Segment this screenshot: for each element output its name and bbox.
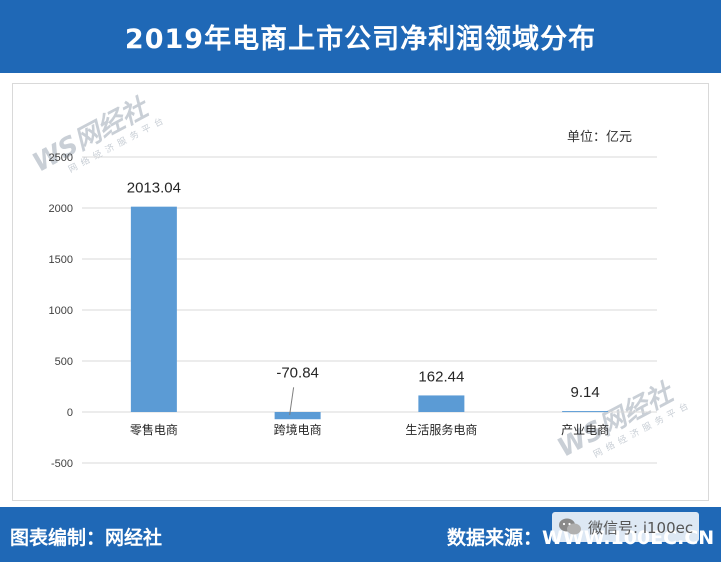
y-tick-label: 2000 bbox=[49, 203, 73, 215]
bar bbox=[274, 412, 321, 420]
title-banner: 2019年电商上市公司净利润领域分布 bbox=[0, 0, 721, 73]
x-tick-label: 零售电商 bbox=[130, 422, 178, 437]
wechat-icon bbox=[558, 517, 582, 537]
footer-compiler: 图表编制：网经社 bbox=[10, 527, 163, 549]
x-tick-label: 跨境电商 bbox=[274, 422, 322, 437]
bar bbox=[130, 206, 177, 412]
unit-label: 单位：亿元 bbox=[567, 130, 633, 145]
y-tick-label: 500 bbox=[55, 356, 73, 368]
chart-title: 2019年电商上市公司净利润领域分布 bbox=[124, 24, 597, 55]
chart-frame bbox=[12, 83, 709, 501]
y-tick-label: 1000 bbox=[49, 305, 73, 317]
y-tick-label: -500 bbox=[51, 458, 73, 470]
data-label: 162.44 bbox=[418, 368, 464, 385]
bar bbox=[562, 411, 609, 413]
wechat-id: 微信号: i100ec bbox=[588, 518, 694, 537]
data-label: -70.84 bbox=[276, 364, 319, 381]
bar bbox=[418, 395, 465, 412]
data-label-leader bbox=[289, 387, 295, 416]
x-tick-label: 产业电商 bbox=[561, 422, 609, 437]
y-tick-label: 0 bbox=[67, 407, 73, 419]
data-label: 9.14 bbox=[571, 384, 600, 401]
y-tick-label: 1500 bbox=[49, 254, 73, 266]
data-label: 2013.04 bbox=[127, 180, 181, 197]
y-tick-label: 2500 bbox=[49, 152, 73, 164]
x-tick-label: 生活服务电商 bbox=[405, 422, 477, 437]
wechat-badge: 微信号: i100ec bbox=[552, 512, 700, 542]
